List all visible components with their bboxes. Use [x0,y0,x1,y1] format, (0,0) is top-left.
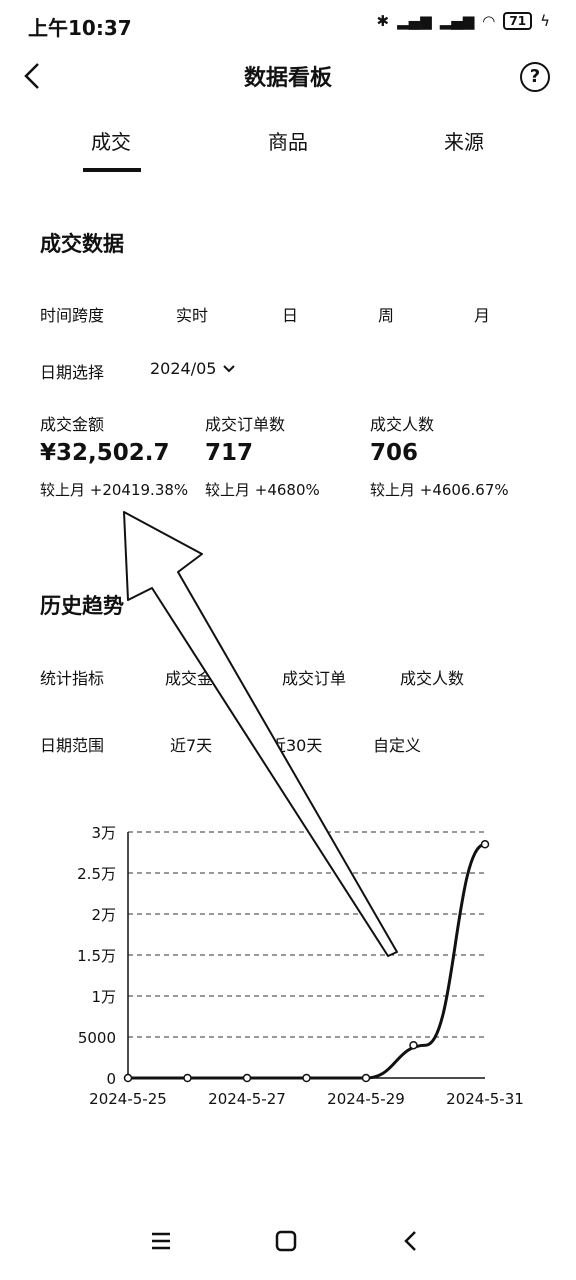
tab-source[interactable]: 来源 [444,130,484,154]
y-tick-label: 0 [106,1070,116,1088]
y-tick-label: 2.5万 [77,865,116,883]
annotation-arrow [123,511,398,957]
status-time: 上午10:37 [28,16,132,40]
signal-icon: ▂▄▆ [397,12,432,30]
date-select-label: 日期选择 [40,363,105,382]
time-span-label: 时间跨度 [40,306,105,325]
metric-label-buyers: 成交人数 [370,415,435,434]
battery-icon: 71 [503,12,533,30]
range-label: 日期范围 [40,736,105,755]
chevron-down-icon [223,364,236,372]
y-tick-label: 1万 [91,988,116,1006]
y-tick-label: 3万 [91,824,116,842]
date-select-value: 2024/05 [150,359,217,378]
data-point [123,1073,133,1083]
series-line [128,842,486,1080]
wifi-icon: ◠ [482,12,496,30]
help-button[interactable]: ? [520,62,550,92]
time-span-month[interactable]: 月 [474,306,491,325]
metric-change-buyers: 较上月 +4606.67% [370,481,509,499]
tab-deal[interactable]: 成交 [91,130,131,154]
menu-icon [152,1232,170,1250]
indicator-label: 统计指标 [40,669,105,688]
data-point [409,1040,418,1050]
x-tick-label: 2024-5-29 [327,1090,405,1108]
metric-change-amount: 较上月 +20419.38% [40,481,189,499]
time-span-week[interactable]: 周 [378,306,395,325]
trend-chart: 0 5000 1万 1.5万 2万 2.5万 3万 2024-5-25 2024-5-27 202… [77,824,524,1108]
metric-value-orders: 717 [205,440,254,466]
deal-section-title: 成交数据 [40,232,124,256]
page-title: 数据看板 [243,66,332,91]
data-point [242,1073,252,1083]
time-span-day[interactable]: 日 [282,306,299,325]
history-section-title: 历史趋势 [40,594,124,618]
back-icon [404,1231,416,1251]
signal-icon-2: ▂▄▆ [439,12,475,30]
indicator-orders[interactable]: 成交订单 [282,669,347,688]
charging-icon: ϟ [540,12,550,30]
range-30-days[interactable]: 近30天 [270,736,323,755]
x-tick-label: 2024-5-25 [89,1090,167,1108]
metric-label-orders: 成交订单数 [205,415,286,434]
tab-active-indicator [83,168,141,172]
date-select-dropdown[interactable]: 2024/05 [150,359,236,378]
menu-button[interactable] [148,1228,174,1258]
x-tick-label: 2024-5-31 [446,1090,524,1108]
range-7-days[interactable]: 近7天 [170,736,213,755]
range-custom[interactable]: 自定义 [373,736,422,755]
y-tick-label: 2万 [91,906,116,924]
back-button[interactable] [18,58,48,94]
y-tick-label: 5000 [78,1029,116,1047]
status-icons: ✱ ▂▄▆ ▂▄▆ ◠ 71 ϟ [376,12,550,30]
chevron-left-icon [24,63,39,89]
back-nav-button[interactable] [398,1228,424,1258]
bluetooth-icon: ✱ [376,12,390,30]
metric-value-amount: ¥32,502.7 [40,440,170,466]
x-tick-label: 2024-5-27 [208,1090,286,1108]
y-tick-label: 1.5万 [77,947,116,965]
data-point [183,1073,192,1083]
metric-label-amount: 成交金额 [40,415,105,434]
data-point [361,1073,371,1083]
home-icon [275,1230,297,1252]
data-point [480,840,490,849]
tab-products[interactable]: 商品 [268,130,308,154]
home-button[interactable] [273,1228,299,1258]
metric-change-orders: 较上月 +4680% [205,481,320,499]
time-span-realtime[interactable]: 实时 [176,306,209,325]
metric-value-buyers: 706 [370,440,419,466]
indicator-buyers[interactable]: 成交人数 [400,669,465,688]
data-point [302,1073,311,1083]
